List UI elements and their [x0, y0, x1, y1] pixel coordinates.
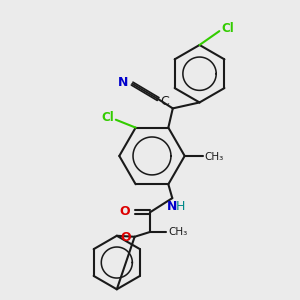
Text: CH₃: CH₃ [168, 227, 188, 237]
Text: CH₃: CH₃ [205, 152, 224, 162]
Text: Cl: Cl [221, 22, 234, 34]
Text: N: N [167, 200, 178, 213]
Text: Cl: Cl [101, 111, 114, 124]
Text: C: C [160, 95, 169, 109]
Text: O: O [120, 231, 131, 244]
Text: O: O [119, 206, 130, 218]
Text: N: N [118, 76, 128, 89]
Text: H: H [176, 200, 185, 213]
